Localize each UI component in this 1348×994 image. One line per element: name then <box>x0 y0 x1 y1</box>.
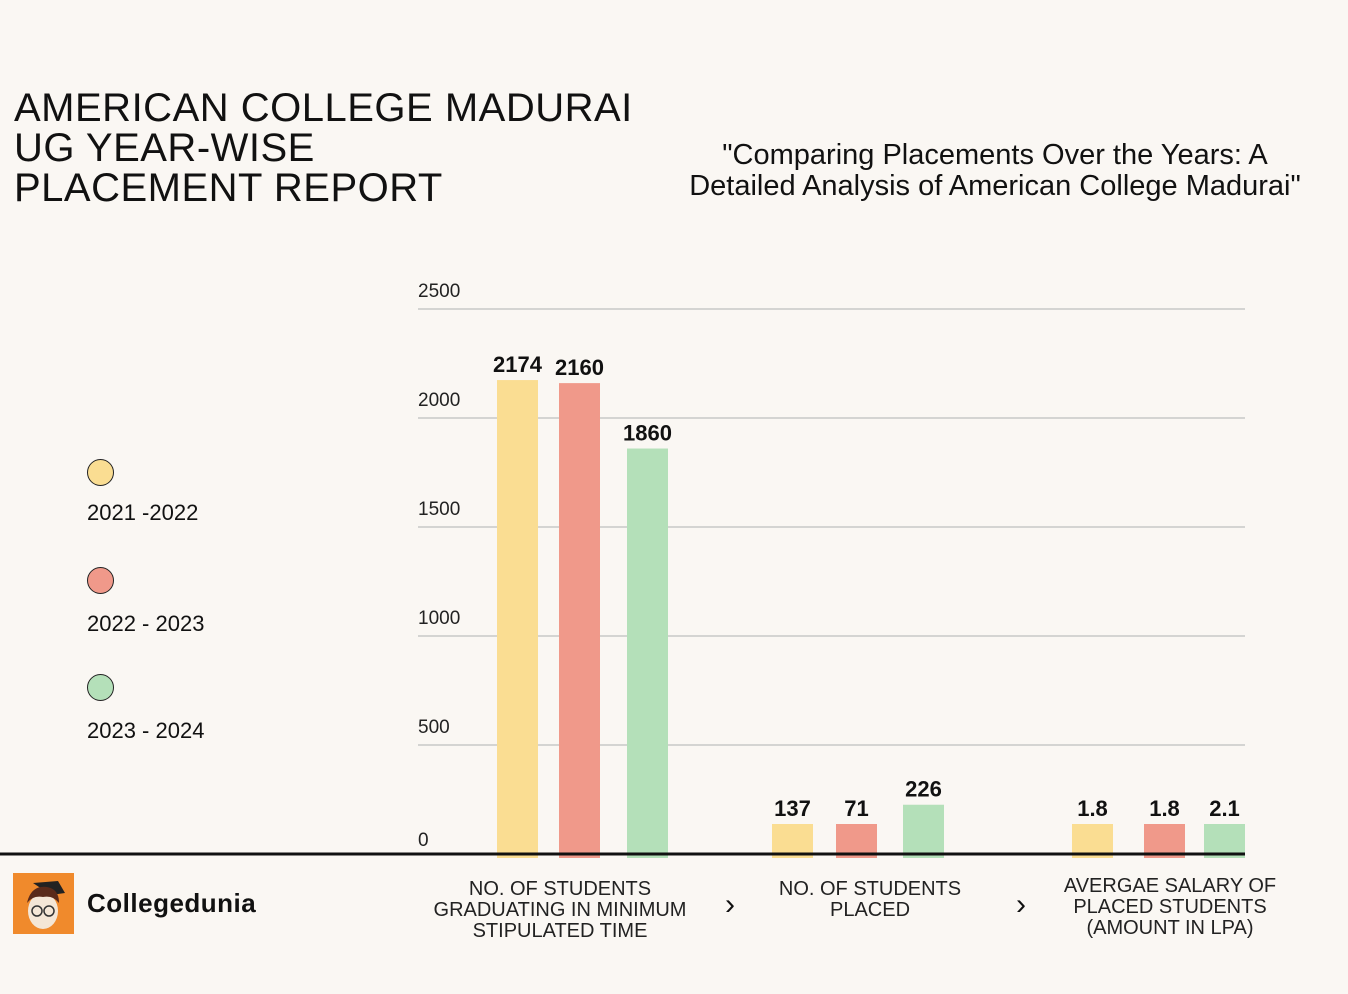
data-label: 1.8 <box>1149 796 1180 821</box>
category-line: GRADUATING IN MINIMUM <box>433 899 687 921</box>
data-label: 2.1 <box>1209 796 1240 821</box>
subtitle: "Comparing Placements Over the Years: A … <box>640 140 1348 202</box>
mascot-icon <box>27 881 65 929</box>
category-label: AVERGAE SALARY OF PLACED STUDENTS (AMOUN… <box>1040 876 1300 939</box>
category-line: (AMOUNT IN LPA) <box>1086 917 1254 939</box>
collegedunia-logo <box>13 873 74 934</box>
y-tick-label: 0 <box>418 830 429 851</box>
chevron-right-icon: › <box>1016 888 1026 921</box>
data-label: 137 <box>774 796 811 821</box>
y-tick-label: 500 <box>418 717 450 738</box>
title-line: AMERICAN COLLEGE MADURAI <box>14 86 633 130</box>
data-label: 2160 <box>555 355 604 380</box>
title-line: PLACEMENT REPORT <box>14 166 443 210</box>
category-line: PLACED <box>829 899 911 921</box>
bar <box>1144 824 1185 858</box>
bar <box>1204 824 1245 858</box>
subtitle-line: "Comparing Placements Over the Years: A <box>722 139 1268 171</box>
category-line: NO. OF STUDENTS <box>778 878 962 900</box>
legend-swatch <box>87 674 114 701</box>
bar <box>836 824 877 858</box>
brand-name: Collegedunia <box>87 888 257 918</box>
data-label: 2174 <box>493 352 543 377</box>
data-label: 1.8 <box>1077 796 1108 821</box>
legend-swatch <box>87 567 114 594</box>
category-line: NO. OF STUDENTS <box>468 878 652 900</box>
title-line: UG YEAR-WISE <box>14 126 315 170</box>
category-line: AVERGAE SALARY OF <box>1063 875 1277 897</box>
chevron-right-icon: › <box>725 888 735 921</box>
data-label: 1860 <box>623 421 672 446</box>
page-title: AMERICAN COLLEGE MADURAI UG YEAR-WISE PL… <box>14 88 633 208</box>
legend-label: 2023 - 2024 <box>87 718 205 743</box>
category-label: NO. OF STUDENTS PLACED <box>740 879 1000 921</box>
bar <box>497 380 538 858</box>
bar <box>903 804 944 858</box>
y-tick-label: 1500 <box>418 499 460 520</box>
category-line: STIPULATED TIME <box>472 920 648 942</box>
bar <box>1072 824 1113 858</box>
legend-label: 2022 - 2023 <box>87 611 205 636</box>
legend-label: 2021 -2022 <box>87 500 199 525</box>
subtitle-line: Detailed Analysis of American College Ma… <box>689 170 1301 202</box>
legend-swatch <box>87 459 114 486</box>
bar <box>772 824 813 858</box>
category-label: NO. OF STUDENTS GRADUATING IN MINIMUM ST… <box>410 879 710 942</box>
data-label: 71 <box>844 796 868 821</box>
bar <box>627 448 668 858</box>
y-tick-label: 2000 <box>418 390 460 411</box>
category-line: PLACED STUDENTS <box>1073 896 1267 918</box>
data-label: 226 <box>905 777 942 802</box>
y-tick-label: 2500 <box>418 281 460 302</box>
y-tick-label: 1000 <box>418 608 460 629</box>
bar <box>559 383 600 858</box>
